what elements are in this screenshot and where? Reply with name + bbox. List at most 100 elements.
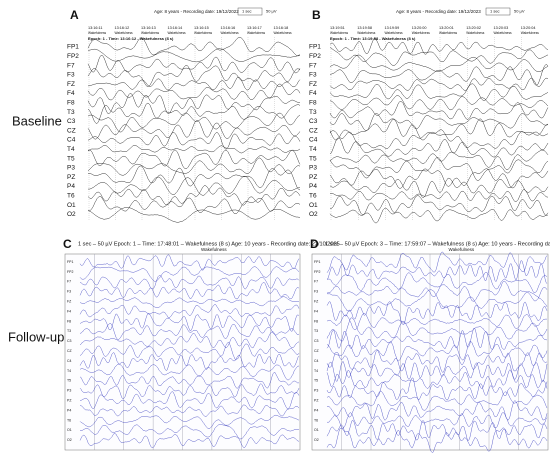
channel-label: O2 — [67, 211, 76, 218]
time-stamp: 13:20:04 — [521, 26, 536, 30]
state-label: Wakefulness — [274, 31, 293, 35]
channel-label: FP1 — [67, 44, 79, 51]
eeg-trace — [329, 129, 549, 149]
eeg-trace — [329, 77, 549, 91]
eeg-trace — [326, 360, 548, 383]
channel-label: T5 — [309, 155, 317, 162]
channel-label: FZ — [67, 300, 72, 304]
channel-label: FP2 — [314, 270, 320, 274]
channel-label: T5 — [67, 155, 75, 162]
time-stamp: 13:19:58 — [357, 26, 372, 30]
state-label: Wakefulness — [466, 31, 485, 35]
eeg-trace — [79, 372, 300, 389]
channel-label: FZ — [314, 300, 319, 304]
channel-label: P4 — [67, 183, 75, 190]
eeg-trace — [326, 400, 548, 421]
time-stamp: 13:16:16 — [221, 26, 236, 30]
channel-label: T3 — [67, 109, 75, 116]
channel-label: CZ — [314, 349, 320, 353]
channel-label: O1 — [67, 202, 76, 209]
channel-label: C4 — [314, 359, 319, 363]
eeg-trace — [79, 304, 300, 318]
scale-unit: 50 µV — [514, 9, 525, 14]
channel-label: FP1 — [314, 260, 320, 264]
panel-letter: D — [310, 237, 319, 251]
scale-box — [485, 7, 511, 16]
eeg-trace — [326, 313, 548, 330]
state-label: Wakefulness — [330, 31, 349, 35]
eeg-trace — [87, 76, 301, 91]
eeg-trace — [329, 168, 549, 189]
eeg-trace — [79, 275, 300, 290]
eeg-trace — [326, 289, 548, 312]
channel-label: T4 — [309, 146, 317, 153]
eeg-trace — [329, 100, 549, 120]
time-stamp: 13:16:14 — [168, 26, 183, 30]
time-stamp: 13:16:11 — [88, 26, 103, 30]
channel-label: T5 — [314, 379, 318, 383]
eeg-trace — [79, 391, 300, 410]
channel-label: T6 — [67, 418, 71, 422]
eeg-trace — [326, 390, 548, 411]
eeg-trace — [326, 412, 548, 429]
eeg-trace — [330, 95, 549, 111]
channel-label: F4 — [309, 90, 317, 97]
channel-label: F7 — [314, 280, 318, 284]
eeg-trace — [87, 132, 301, 150]
channel-label: T5 — [67, 379, 71, 383]
channel-label: C4 — [67, 137, 76, 144]
channel-label: F8 — [67, 319, 71, 323]
channel-label: CZ — [67, 127, 76, 134]
channel-label: C3 — [309, 118, 318, 125]
channel-label: FP1 — [309, 44, 321, 51]
eeg-trace — [79, 363, 300, 381]
eeg-trace — [326, 350, 548, 373]
channel-label: P3 — [67, 165, 75, 172]
eeg-trace — [326, 251, 548, 273]
channel-label: F3 — [67, 72, 75, 79]
eeg-trace — [87, 145, 301, 154]
channel-label: F3 — [67, 290, 71, 294]
eeg-trace — [87, 102, 301, 124]
channel-label: C4 — [309, 137, 318, 144]
state-label: Wakefulness — [221, 31, 240, 35]
eeg-trace — [326, 317, 548, 342]
scale-box — [237, 7, 263, 16]
channel-label: CZ — [309, 127, 318, 134]
state-label: Wakefulness — [521, 31, 540, 35]
state-label: Wakefulness — [168, 31, 187, 35]
eeg-trace — [79, 282, 300, 300]
channel-label: PZ — [67, 174, 75, 181]
state-label: Wakefulness — [385, 31, 404, 35]
eeg-trace — [329, 157, 549, 181]
channel-label: T6 — [67, 193, 75, 200]
channel-label: O1 — [309, 202, 318, 209]
eeg-trace — [329, 118, 549, 141]
epoch-label: Epoch: 1 - Time: 13:19:58 - Wakefulness … — [330, 36, 416, 41]
channel-label: F3 — [314, 290, 318, 294]
eeg-trace — [326, 272, 548, 293]
panel-letter: C — [63, 237, 72, 251]
channel-label: T3 — [67, 329, 71, 333]
eeg-trace — [329, 113, 549, 131]
channel-label: P3 — [67, 389, 71, 393]
channel-label: P4 — [67, 408, 71, 412]
scale-label: 1 sec — [242, 9, 252, 14]
time-stamp: 13:20:00 — [412, 26, 427, 30]
channel-label: T3 — [314, 329, 318, 333]
epoch-label: Epoch: 1 - Time: 13:16:12 - Wakefulness … — [88, 36, 174, 41]
channel-label: T4 — [314, 369, 318, 373]
channel-label: O2 — [314, 438, 319, 442]
eeg-trace — [326, 340, 548, 362]
time-stamp: 13:20:03 — [494, 26, 509, 30]
scale-unit: 50 µV — [266, 9, 277, 14]
eeg-trace — [326, 301, 548, 325]
channel-label: T4 — [67, 146, 75, 153]
panel-header: Age: 8 years - Recording date: 19/12/202… — [154, 9, 239, 14]
eeg-trace — [87, 37, 301, 57]
state-label: Wakefulness — [194, 31, 213, 35]
panel-letter: B — [312, 8, 321, 22]
eeg-trace — [326, 280, 548, 302]
time-stamp: 13:16:15 — [194, 26, 209, 30]
channel-label: F7 — [309, 62, 317, 69]
